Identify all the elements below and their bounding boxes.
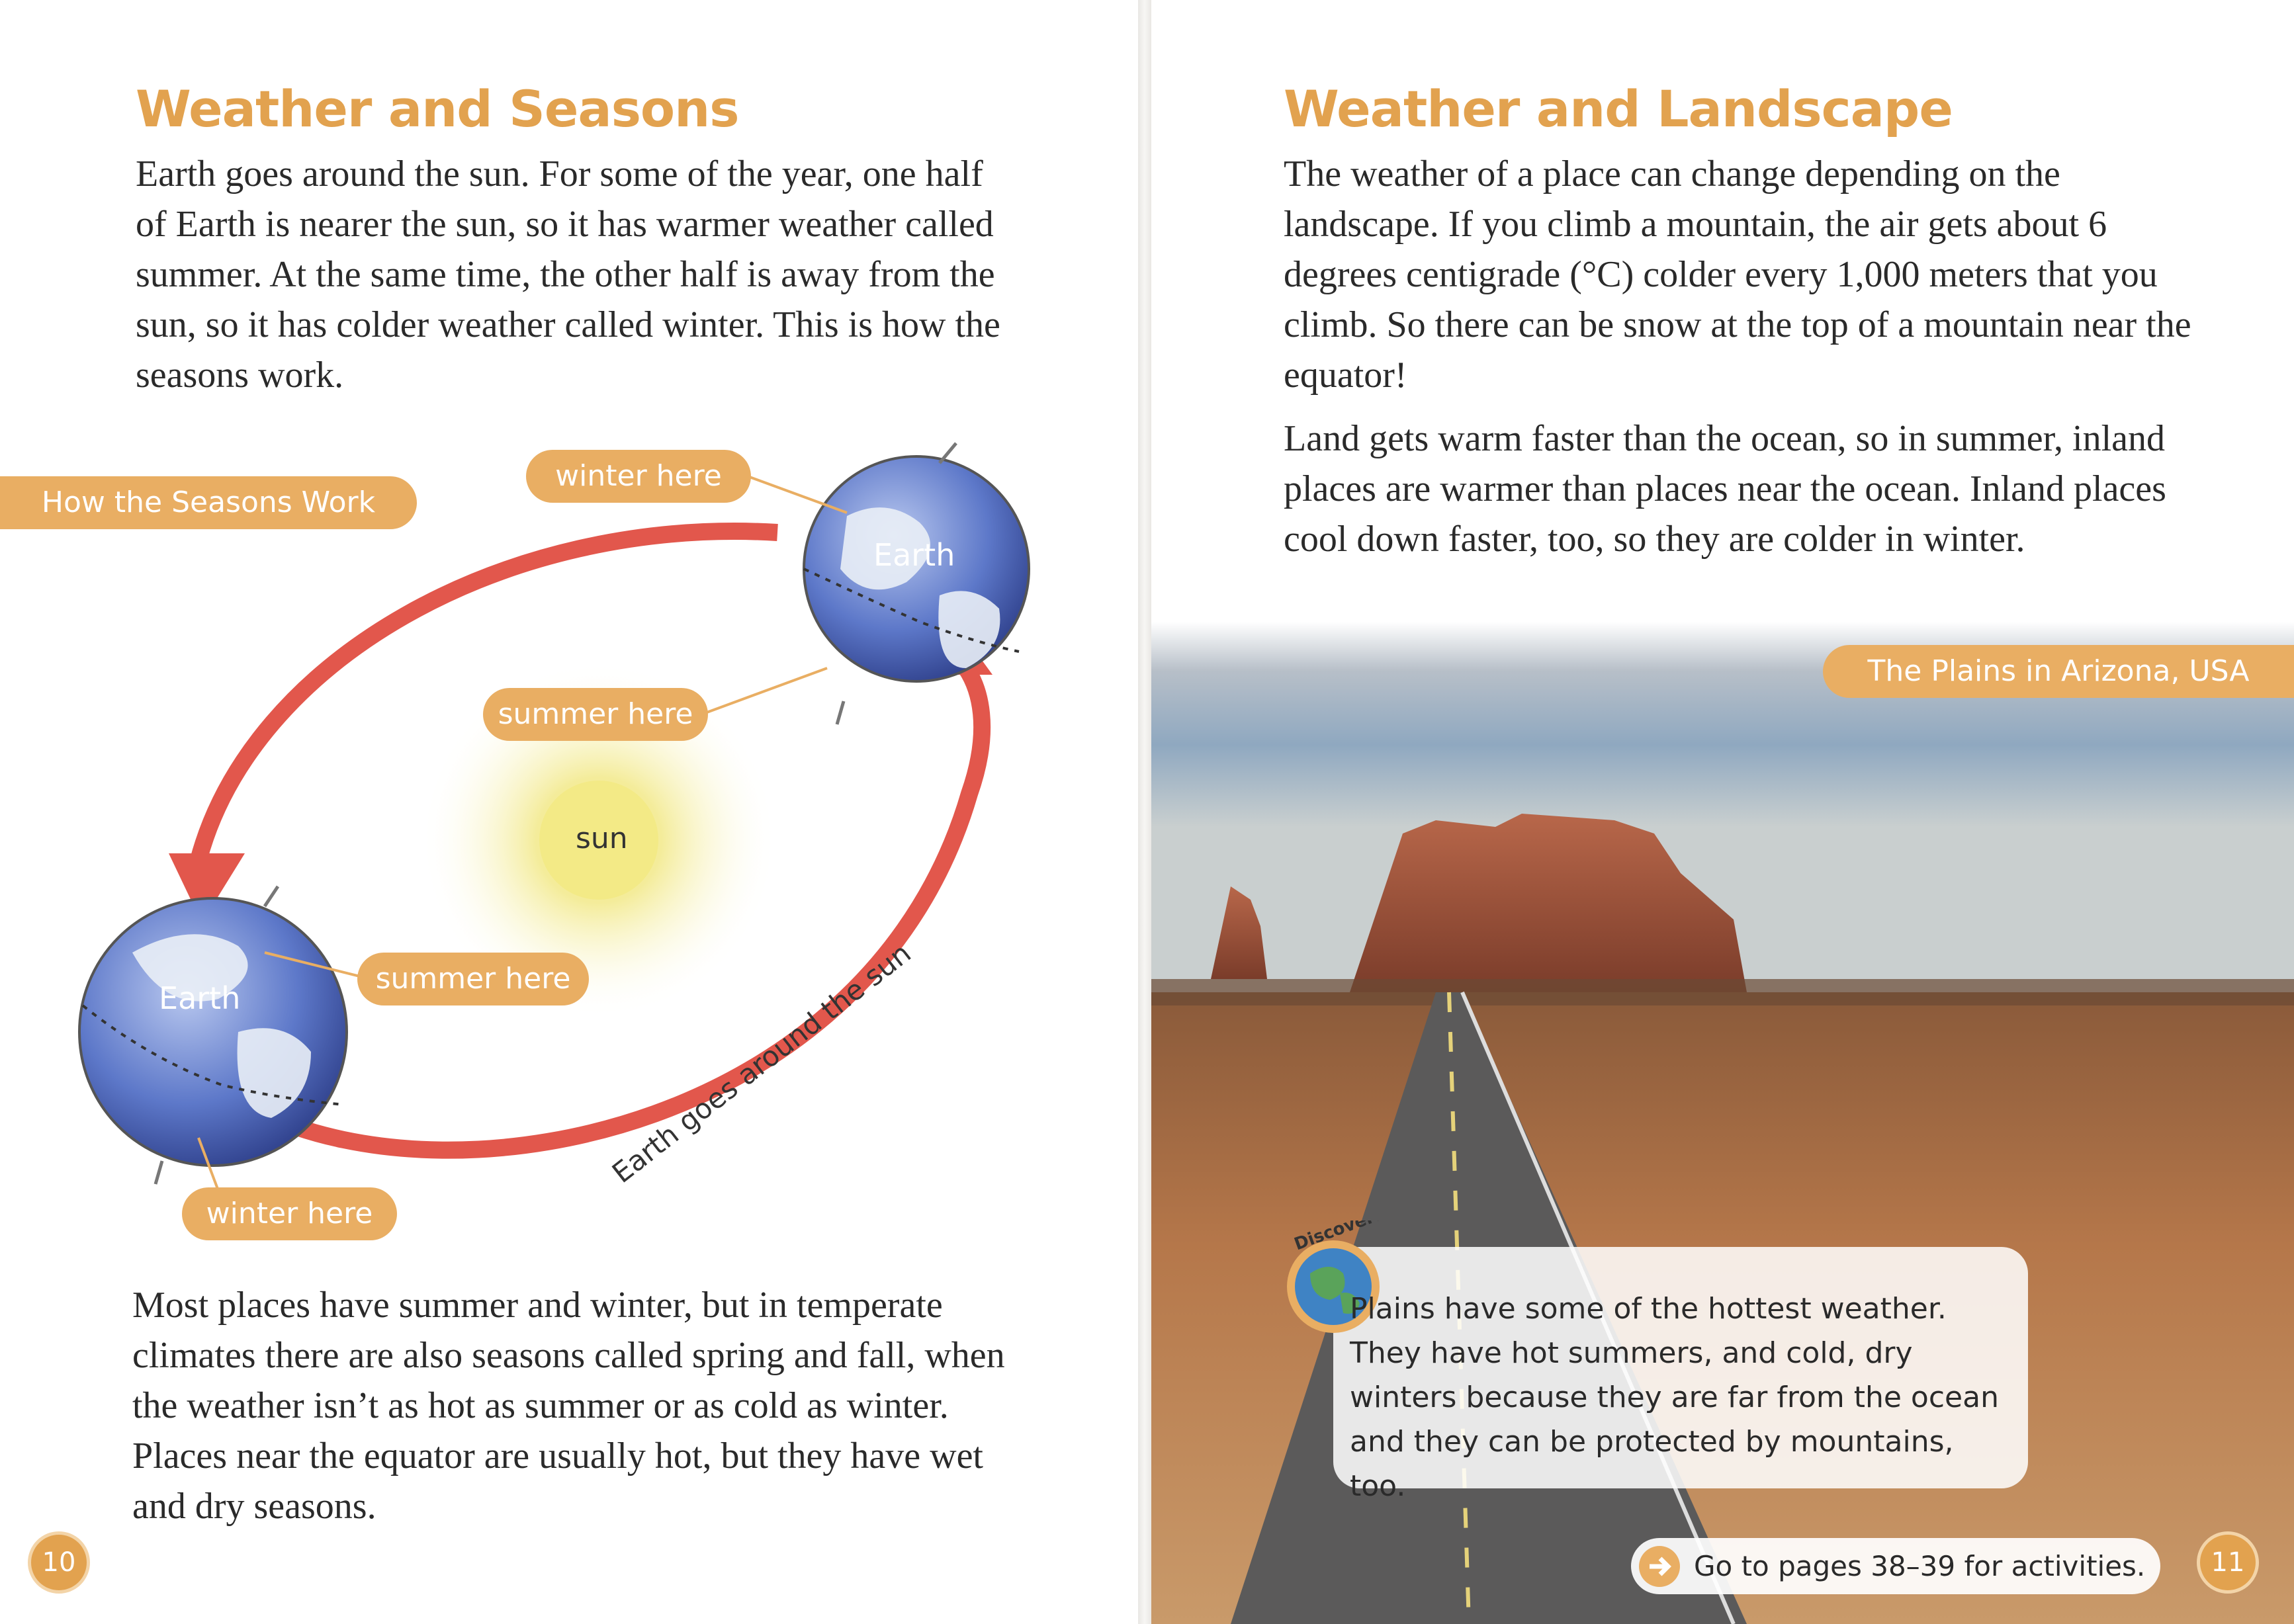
right-page: Weather and Landscape The weather of a p… bbox=[1151, 0, 2294, 1624]
summer-top-label: summer here bbox=[483, 688, 708, 741]
right-page-title: Weather and Landscape bbox=[1284, 79, 1953, 138]
diagram-title-tab: How the Seasons Work bbox=[0, 476, 417, 529]
summer-bottom-label: summer here bbox=[357, 953, 589, 1005]
activities-link-label: Go to pages 38–39 for activities. bbox=[1694, 1550, 2146, 1582]
winter-bottom-label: winter here bbox=[182, 1187, 397, 1240]
page-number-left: 10 bbox=[28, 1531, 90, 1594]
discover-globe-icon: Discover! bbox=[1287, 1220, 1385, 1333]
book-gutter bbox=[1138, 0, 1151, 1624]
landscape-paragraph-2: Land gets warm faster than the ocean, so… bbox=[1284, 418, 2166, 560]
winter-top-label: winter here bbox=[526, 450, 751, 503]
left-page-title: Weather and Seasons bbox=[136, 79, 739, 138]
photo-caption-tab: The Plains in Arizona, USA bbox=[1823, 645, 2294, 698]
left-page: Weather and Seasons Earth goes around th… bbox=[0, 0, 1138, 1624]
closing-paragraph: Most places have summer and winter, but … bbox=[132, 1285, 1005, 1527]
arrow-right-icon bbox=[1639, 1546, 1680, 1587]
earth-top-label: Earth bbox=[873, 537, 955, 573]
sun-icon bbox=[539, 781, 658, 900]
discover-text: Plains have some of the hottest weather.… bbox=[1350, 1292, 1999, 1503]
activities-link[interactable]: Go to pages 38–39 for activities. bbox=[1631, 1538, 2160, 1594]
landscape-paragraph-1: The weather of a place can change depend… bbox=[1284, 153, 2191, 396]
page-number-right: 11 bbox=[2197, 1531, 2259, 1594]
intro-paragraph: Earth goes around the sun. For some of t… bbox=[136, 153, 1000, 396]
earth-bottom-label: Earth bbox=[159, 980, 240, 1016]
seasons-diagram: Earth Earth sun Earth goes around the su… bbox=[78, 442, 1030, 1191]
orbit-arrow-bottom bbox=[254, 663, 991, 1159]
orbit-arrowhead-left bbox=[169, 853, 245, 923]
discover-callout bbox=[1333, 1247, 2028, 1488]
sun-label: sun bbox=[576, 822, 628, 855]
orbit-arrow-top bbox=[190, 523, 778, 863]
